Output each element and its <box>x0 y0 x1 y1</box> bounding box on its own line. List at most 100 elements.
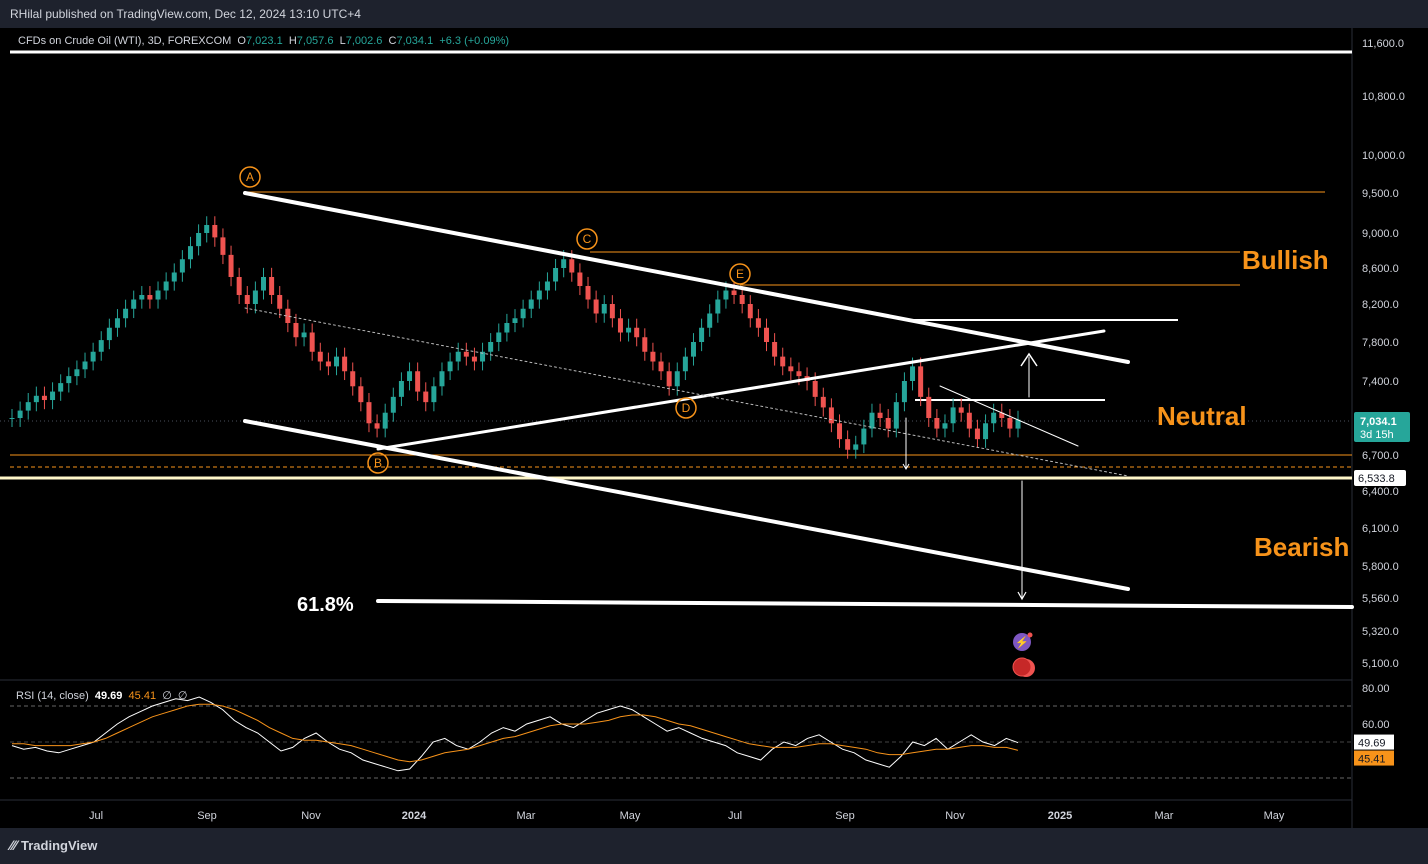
rsi-label: RSI (14, close) <box>16 690 89 702</box>
price-chart[interactable]: 11,600.0 10,800.0 10,000.0 9,500.0 9,000.0 8,… <box>0 28 1428 828</box>
rsi-value-tag <box>1354 734 1394 750</box>
candle-body <box>958 407 964 413</box>
price-tick-label: 5,320.0 <box>1362 626 1399 638</box>
candle-body <box>764 327 769 342</box>
price-tick-label: 9,500.0 <box>1362 188 1399 200</box>
candle-body <box>544 281 550 291</box>
candle-body <box>74 369 80 377</box>
short-downtrend-line <box>939 385 1079 447</box>
candles <box>9 216 1021 459</box>
rsi-ma-line <box>12 703 1019 763</box>
candle-body <box>553 268 559 282</box>
fib-618-label: 61.8% <box>297 594 354 616</box>
candle-body <box>658 361 664 372</box>
candle-body <box>171 272 177 282</box>
candle-body <box>593 299 599 314</box>
rsi-value-tag-text: 49.69 <box>1358 738 1386 750</box>
candle-body <box>755 318 761 328</box>
candle-body <box>123 308 129 319</box>
candle-body <box>58 383 64 392</box>
wave-label: D <box>682 401 691 415</box>
last-price-value: 7,034.1 <box>1360 416 1397 428</box>
last-price-countdown: 3d 15h <box>1360 429 1394 441</box>
time-tick-label: Sep <box>835 810 855 822</box>
candle-body <box>163 281 169 291</box>
price-tick-label: 7,400.0 <box>1362 376 1399 388</box>
symbol-title: CFDs on Crude Oil (WTI), 3D, FOREXCOM <box>18 35 232 47</box>
candle-body <box>1007 418 1013 429</box>
price-tick-label: 6,100.0 <box>1362 523 1399 535</box>
candle-body <box>269 277 275 295</box>
candle-body <box>942 423 948 429</box>
rsi-value: 49.69 <box>94 690 123 702</box>
candle-body <box>901 381 907 403</box>
publisher-bar: RHilal published on TradingView.com, Dec… <box>0 0 1428 28</box>
candle-body <box>626 327 632 333</box>
candle-body <box>788 366 794 372</box>
rsi-legend: RSI (14, close) 49.69 45.41 ∅ ∅ <box>16 689 188 702</box>
level-tag <box>1354 470 1406 486</box>
candle-body <box>139 295 145 300</box>
tradingview-logo[interactable]: ⁄⁄⁄ TradingView <box>10 837 97 853</box>
wave-label-circle <box>239 166 261 188</box>
time-tick-label: Mar <box>1155 810 1174 822</box>
close-value: 7,034.1 <box>396 35 434 47</box>
candle-body <box>50 391 56 401</box>
candle-body <box>999 412 1005 418</box>
middle-dotted-line <box>244 307 1129 477</box>
candle-body <box>885 418 891 429</box>
candle-body <box>439 371 445 387</box>
candle-body <box>277 295 283 309</box>
wave-label-circle <box>367 452 389 474</box>
candle-body <box>212 225 218 238</box>
candle-body <box>471 356 477 362</box>
candle-body <box>796 371 802 377</box>
fib-levels <box>0 50 1352 480</box>
high-value: 7,057.6 <box>296 35 334 47</box>
candle-body <box>455 351 461 362</box>
high-label: H <box>288 35 297 47</box>
candle-body <box>228 254 234 277</box>
candle-body <box>569 259 575 273</box>
rsi-tick-label: 80.00 <box>1362 683 1390 695</box>
tv-brand-text: TradingView <box>21 838 98 853</box>
candle-body <box>926 396 932 418</box>
candle-body <box>634 327 640 338</box>
price-tick-label: 11,600.0 <box>1362 38 1404 50</box>
footer-bar: ⁄⁄⁄ TradingView <box>0 828 1428 864</box>
bullish-arrow-head <box>1020 352 1038 367</box>
price-tick-label: 6,700.0 <box>1362 450 1399 462</box>
candle-body <box>309 332 315 352</box>
candle-body <box>220 237 226 255</box>
candle-body <box>98 340 104 352</box>
time-tick-label: Jul <box>89 810 103 822</box>
candle-body <box>650 351 656 362</box>
candle-body <box>334 356 340 367</box>
candle-body <box>382 412 388 429</box>
time-tick-label: 2025 <box>1048 810 1072 822</box>
publisher-text: RHilal published on TradingView.com, Dec… <box>10 7 361 21</box>
low-value: 7,002.6 <box>345 35 383 47</box>
candle-body <box>398 381 404 397</box>
candle-body <box>690 342 696 357</box>
candle-body <box>837 423 843 440</box>
candle-body <box>423 391 429 403</box>
candle-body <box>179 259 185 273</box>
candle-body <box>666 371 672 387</box>
bullish-label: Bullish <box>1242 245 1329 275</box>
candle-body <box>25 402 31 411</box>
candle-body <box>861 428 867 445</box>
candle-body <box>536 290 542 300</box>
notification-dot-icon <box>1027 632 1033 638</box>
candle-body <box>674 371 680 387</box>
candle-body <box>9 418 15 419</box>
candle-body <box>261 277 266 291</box>
rsi-panel <box>10 696 1352 779</box>
level-tag-value: 6,533.8 <box>1358 473 1395 485</box>
time-tick-label: Mar <box>517 810 536 822</box>
wave-label-circle <box>729 263 751 285</box>
flash-glyph-icon: ⚡ <box>1015 636 1029 649</box>
candle-body <box>991 412 997 424</box>
neutral-label: Neutral <box>1157 401 1247 431</box>
wave-label: C <box>583 232 592 246</box>
